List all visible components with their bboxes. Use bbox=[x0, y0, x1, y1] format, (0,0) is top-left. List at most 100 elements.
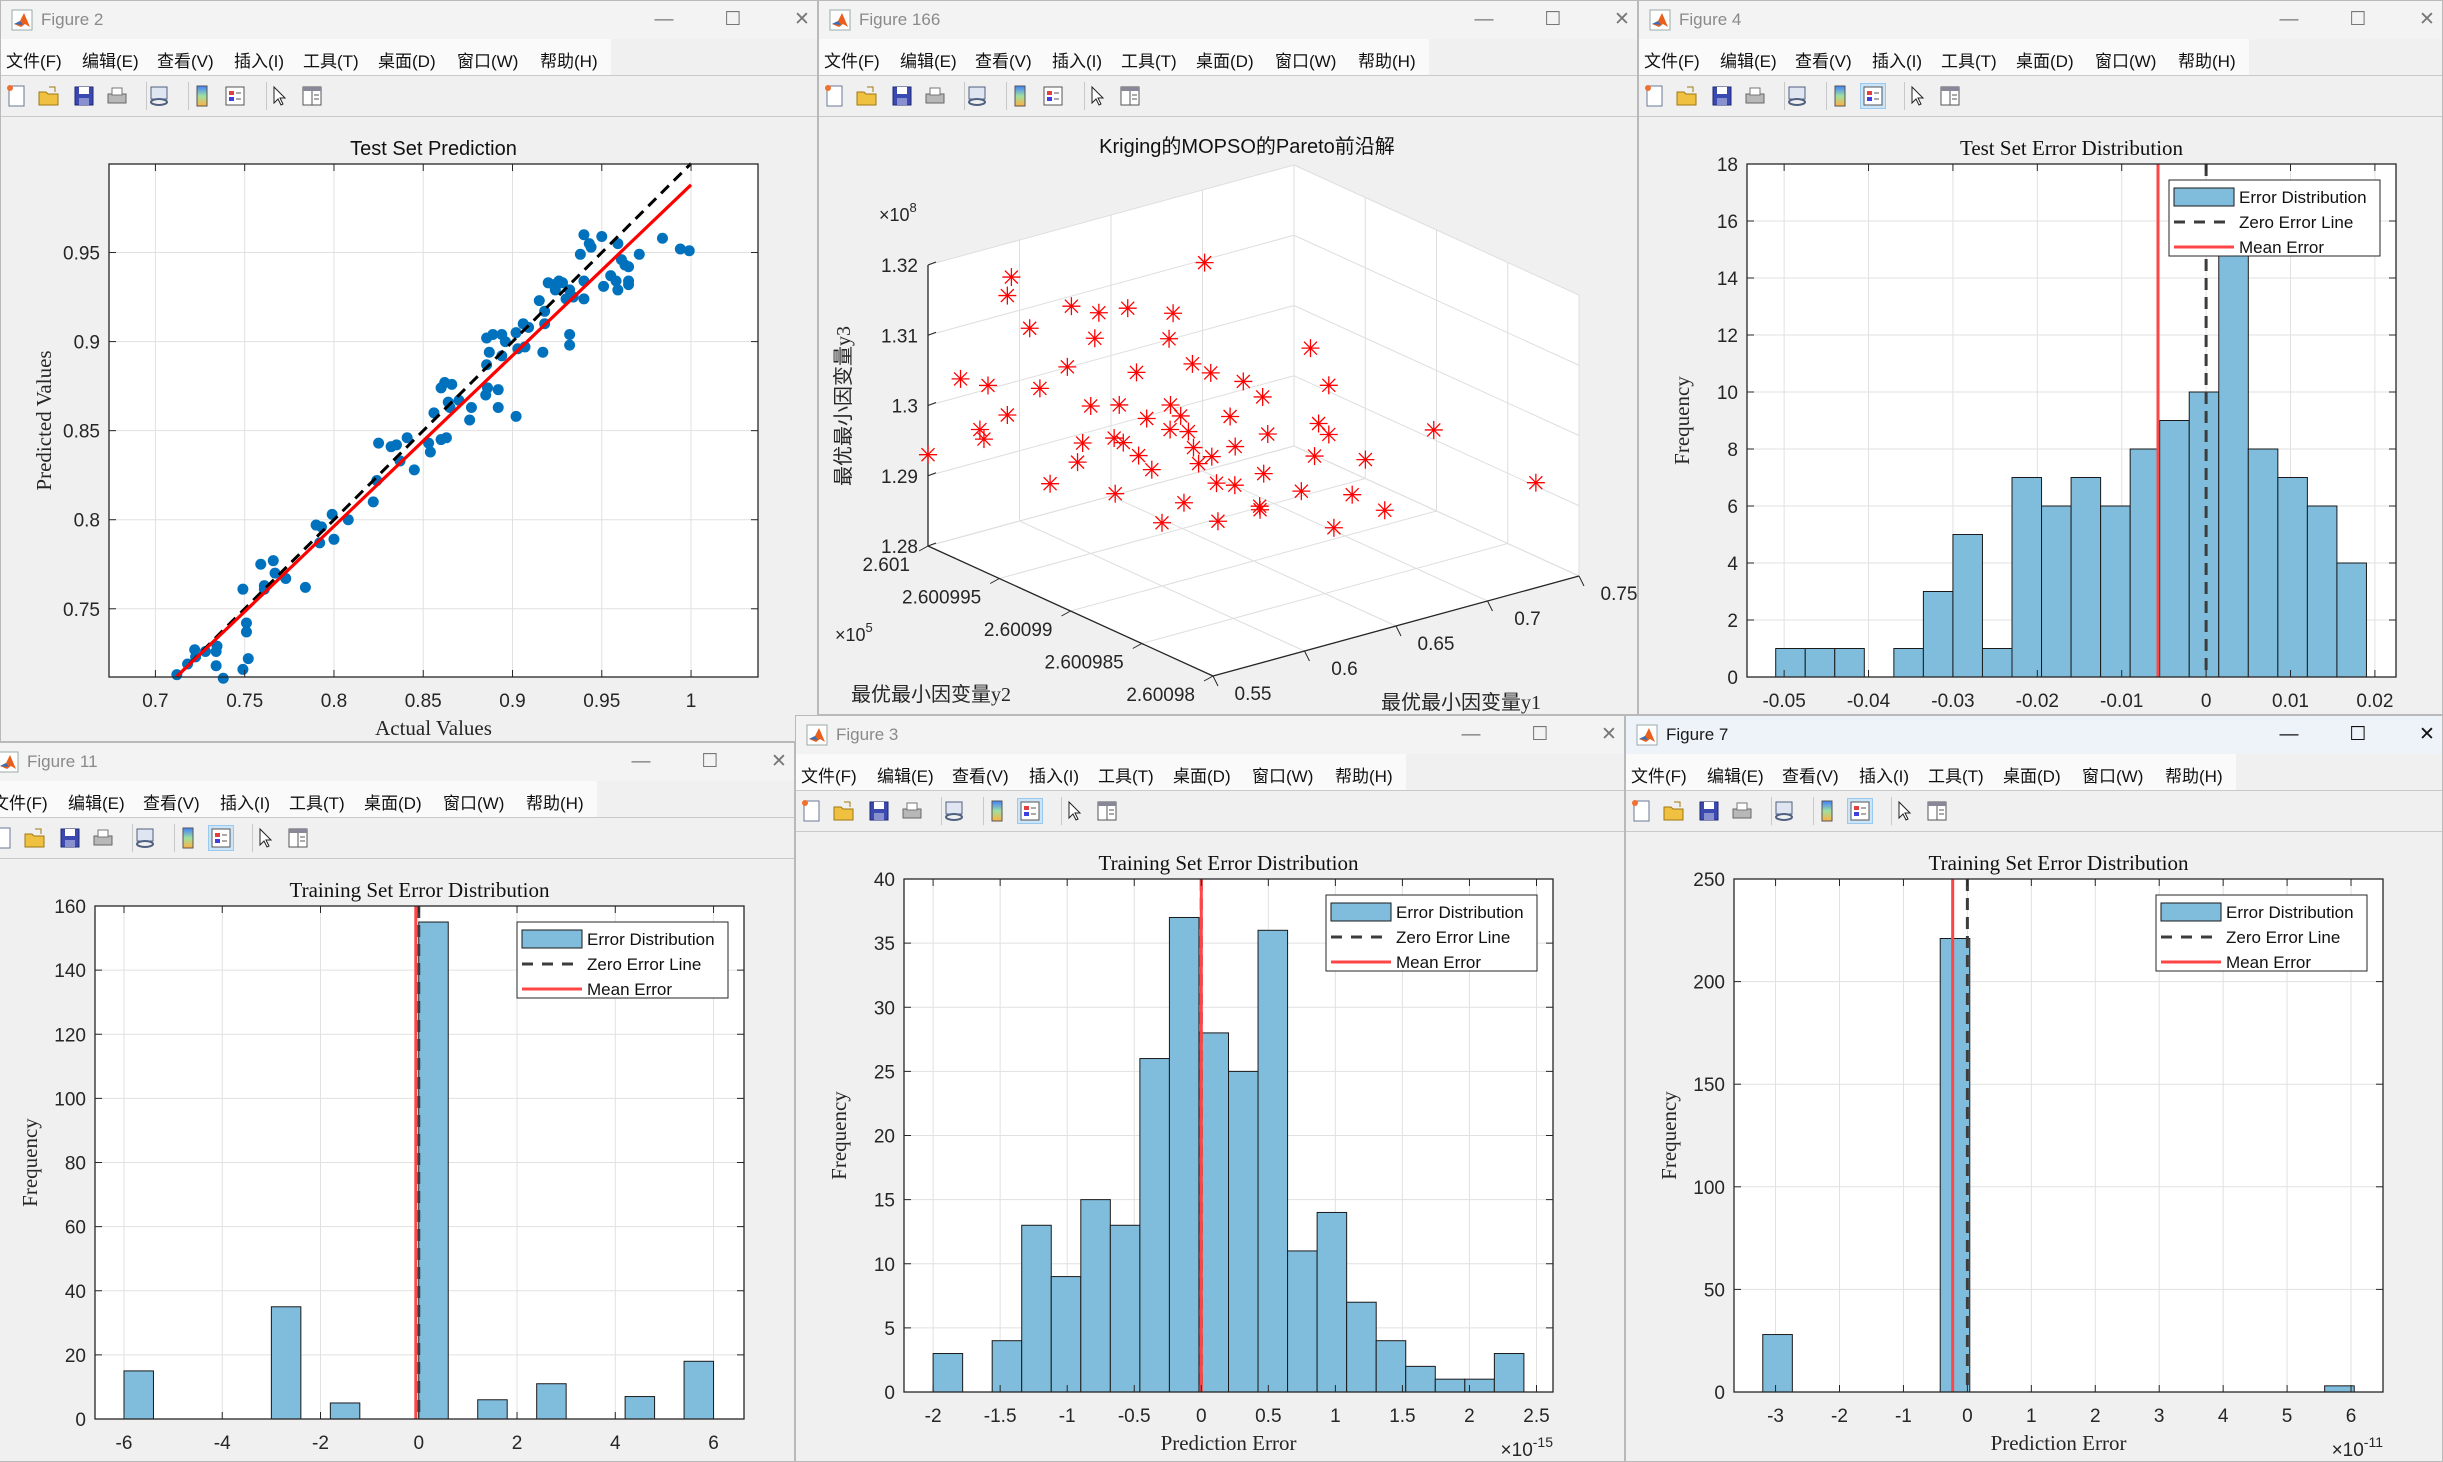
menu-item[interactable]: 窗口(W) bbox=[2095, 52, 2157, 71]
edit-plot-pointer-icon[interactable] bbox=[1062, 799, 1086, 823]
menu-item[interactable]: 桌面(D) bbox=[364, 794, 422, 813]
title-bar[interactable]: Figure 11 — ☐ ✕ bbox=[0, 743, 794, 781]
open-file-icon[interactable] bbox=[23, 826, 47, 850]
link-plot-icon[interactable] bbox=[147, 84, 171, 108]
property-inspector-icon[interactable] bbox=[1118, 84, 1142, 108]
menu-item[interactable]: 窗口(W) bbox=[1275, 52, 1337, 71]
insert-legend-icon[interactable] bbox=[1860, 83, 1886, 109]
menu-item[interactable]: 工具(T) bbox=[289, 794, 345, 813]
menu-item[interactable]: 工具(T) bbox=[1928, 767, 1984, 786]
edit-plot-pointer-icon[interactable] bbox=[1892, 799, 1916, 823]
minimize-button[interactable]: — bbox=[1474, 9, 1494, 30]
menu-item[interactable]: 文件(F) bbox=[1631, 767, 1687, 786]
print-icon[interactable] bbox=[1743, 84, 1767, 108]
menu-item[interactable]: 帮助(H) bbox=[2178, 52, 2236, 71]
print-icon[interactable] bbox=[923, 84, 947, 108]
save-icon[interactable] bbox=[72, 84, 96, 108]
property-inspector-icon[interactable] bbox=[1925, 799, 1949, 823]
open-file-icon[interactable] bbox=[1675, 84, 1699, 108]
menu-item[interactable]: 文件(F) bbox=[1644, 52, 1700, 71]
insert-legend-icon[interactable] bbox=[208, 825, 234, 851]
maximize-button[interactable]: ☐ bbox=[2349, 724, 2367, 745]
title-bar[interactable]: Figure 4 — ☐ ✕ bbox=[1639, 1, 2442, 39]
menu-item[interactable]: 桌面(D) bbox=[2003, 767, 2061, 786]
menu-item[interactable]: 桌面(D) bbox=[378, 52, 436, 71]
menu-item[interactable]: 编辑(E) bbox=[877, 767, 934, 786]
figure-window[interactable]: 0.7 0.75 0.8 0.85 0.9 0.95 1 0.75 0.8 0.85 0.9 0.95… bbox=[0, 0, 818, 742]
minimize-button[interactable]: — bbox=[654, 9, 674, 30]
close-button[interactable]: ✕ bbox=[771, 751, 787, 772]
new-figure-icon[interactable] bbox=[823, 84, 847, 108]
menu-item[interactable]: 文件(F) bbox=[6, 52, 62, 71]
figure-window[interactable]: 0.55 0.6 0.65 0.7 0.75 2.60098 2.600985 2.60099… bbox=[818, 0, 1638, 715]
legend[interactable]: Error Distribution Zero Error Line Mean Er… bbox=[2168, 179, 2381, 257]
save-icon[interactable] bbox=[890, 84, 914, 108]
link-plot-icon[interactable] bbox=[1772, 799, 1796, 823]
menu-item[interactable]: 编辑(E) bbox=[1707, 767, 1764, 786]
maximize-button[interactable]: ☐ bbox=[1544, 9, 1562, 30]
menu-item[interactable]: 编辑(E) bbox=[68, 794, 125, 813]
edit-plot-pointer-icon[interactable] bbox=[253, 826, 277, 850]
legend[interactable]: Error Distribution Zero Error Line Mean Er… bbox=[516, 921, 729, 999]
menu-item[interactable]: 工具(T) bbox=[1121, 52, 1177, 71]
link-plot-icon[interactable] bbox=[1785, 84, 1809, 108]
menu-item[interactable]: 查看(V) bbox=[952, 767, 1009, 786]
insert-colorbar-icon[interactable] bbox=[1815, 799, 1839, 823]
menu-item[interactable]: 编辑(E) bbox=[82, 52, 139, 71]
maximize-button[interactable]: ☐ bbox=[701, 751, 719, 772]
link-plot-icon[interactable] bbox=[942, 799, 966, 823]
edit-plot-pointer-icon[interactable] bbox=[1085, 84, 1109, 108]
edit-plot-pointer-icon[interactable] bbox=[1905, 84, 1929, 108]
insert-legend-icon[interactable] bbox=[1847, 798, 1873, 824]
edit-plot-pointer-icon[interactable] bbox=[267, 84, 291, 108]
menu-item[interactable]: 查看(V) bbox=[975, 52, 1032, 71]
open-file-icon[interactable] bbox=[832, 799, 856, 823]
insert-colorbar-icon[interactable] bbox=[190, 84, 214, 108]
menu-item[interactable]: 桌面(D) bbox=[1196, 52, 1254, 71]
minimize-button[interactable]: — bbox=[1461, 724, 1481, 745]
link-plot-icon[interactable] bbox=[965, 84, 989, 108]
minimize-button[interactable]: — bbox=[2279, 724, 2299, 745]
figure-canvas[interactable]: Error Distribution Zero Error Line Mean Er… bbox=[1639, 1, 2443, 715]
new-figure-icon[interactable] bbox=[5, 84, 29, 108]
menu-item[interactable]: 文件(F) bbox=[801, 767, 857, 786]
close-button[interactable]: ✕ bbox=[1614, 9, 1630, 30]
title-bar[interactable]: Figure 2 — ☐ ✕ bbox=[1, 1, 817, 39]
figure-window[interactable]: Error Distribution Zero Error Line Mean Er… bbox=[1625, 715, 2443, 1462]
menu-item[interactable]: 窗口(W) bbox=[1252, 767, 1314, 786]
insert-colorbar-icon[interactable] bbox=[985, 799, 1009, 823]
print-icon[interactable] bbox=[105, 84, 129, 108]
menu-item[interactable]: 编辑(E) bbox=[900, 52, 957, 71]
menu-item[interactable]: 插入(I) bbox=[1859, 767, 1910, 786]
menu-item[interactable]: 帮助(H) bbox=[1358, 52, 1416, 71]
menu-item[interactable]: 帮助(H) bbox=[1335, 767, 1393, 786]
close-button[interactable]: ✕ bbox=[2419, 724, 2435, 745]
menu-item[interactable]: 帮助(H) bbox=[540, 52, 598, 71]
figure-window[interactable]: Error Distribution Zero Error Line Mean Er… bbox=[1638, 0, 2443, 715]
menu-item[interactable]: 插入(I) bbox=[1052, 52, 1103, 71]
open-file-icon[interactable] bbox=[1662, 799, 1686, 823]
open-file-icon[interactable] bbox=[37, 84, 61, 108]
title-bar[interactable]: Figure 166 — ☐ ✕ bbox=[819, 1, 1637, 39]
open-file-icon[interactable] bbox=[855, 84, 879, 108]
menu-item[interactable]: 帮助(H) bbox=[2165, 767, 2223, 786]
property-inspector-icon[interactable] bbox=[1938, 84, 1962, 108]
insert-legend-icon[interactable] bbox=[223, 84, 247, 108]
property-inspector-icon[interactable] bbox=[286, 826, 310, 850]
insert-colorbar-icon[interactable] bbox=[1828, 84, 1852, 108]
save-icon[interactable] bbox=[867, 799, 891, 823]
close-button[interactable]: ✕ bbox=[1601, 724, 1617, 745]
figure-canvas[interactable]: 0.7 0.75 0.8 0.85 0.9 0.95 1 0.75 0.8 0.85 0.9 0.95… bbox=[1, 1, 818, 742]
insert-legend-icon[interactable] bbox=[1041, 84, 1065, 108]
insert-colorbar-icon[interactable] bbox=[176, 826, 200, 850]
menu-item[interactable]: 桌面(D) bbox=[1173, 767, 1231, 786]
new-figure-icon[interactable] bbox=[1643, 84, 1667, 108]
figure-window[interactable]: Error Distribution Zero Error Line Mean Er… bbox=[0, 742, 795, 1462]
property-inspector-icon[interactable] bbox=[300, 84, 324, 108]
menu-item[interactable]: 插入(I) bbox=[220, 794, 271, 813]
property-inspector-icon[interactable] bbox=[1095, 799, 1119, 823]
menu-item[interactable]: 帮助(H) bbox=[526, 794, 584, 813]
close-button[interactable]: ✕ bbox=[794, 9, 810, 30]
title-bar[interactable]: Figure 3 — ☐ ✕ bbox=[796, 716, 1624, 754]
